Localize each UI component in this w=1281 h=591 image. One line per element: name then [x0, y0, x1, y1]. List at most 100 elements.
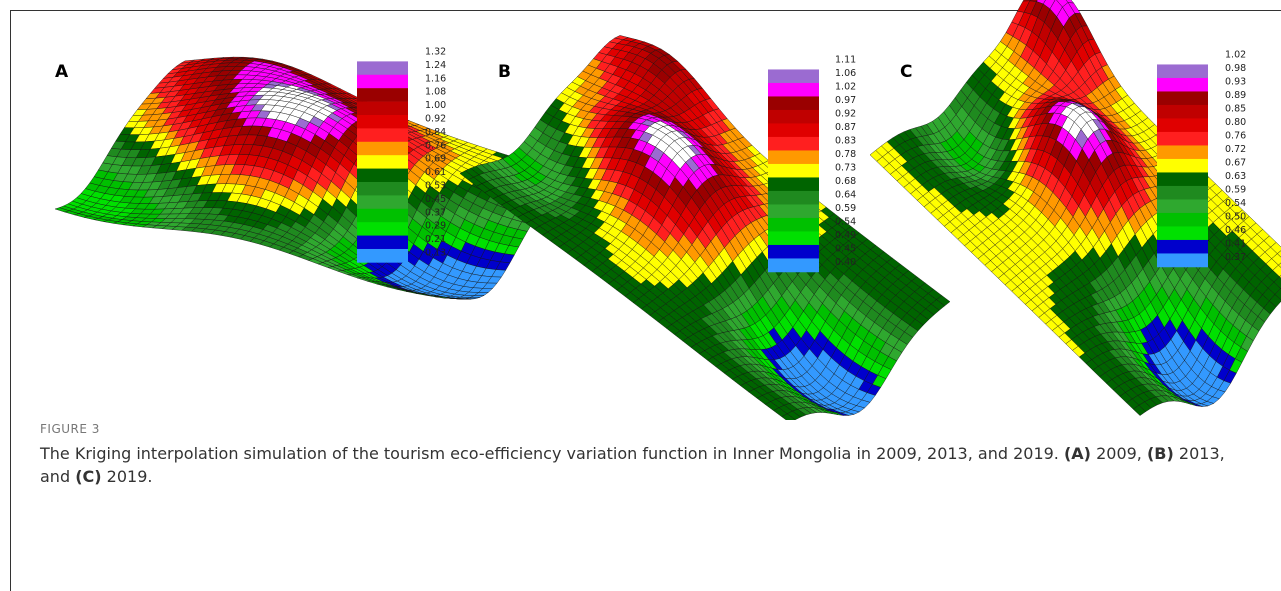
caption-part: 2009,: [1091, 444, 1147, 463]
legend-label: 0.83: [835, 136, 856, 147]
legend-swatch: [357, 169, 408, 183]
legend-label: 0.53: [425, 181, 446, 192]
legend-swatch: [768, 191, 819, 205]
caption-ref: (B): [1147, 444, 1174, 463]
legend-swatch: [1157, 78, 1208, 92]
legend-label: 0.37: [1225, 252, 1246, 263]
legend-label: 1.16: [425, 73, 446, 84]
legend-label: 0.41: [1225, 239, 1246, 250]
legend-label: 0.37: [425, 207, 446, 218]
legend-label: 0.49: [835, 230, 856, 241]
legend-label: 0.54: [835, 217, 856, 228]
legend-label: 0.63: [1225, 171, 1246, 182]
legend-swatch: [1157, 145, 1208, 159]
legend-label: 0.67: [1225, 158, 1246, 169]
legend-swatch: [1157, 64, 1208, 78]
caption-text: The Kriging interpolation simulation of …: [40, 442, 1240, 488]
surface: [870, 0, 1281, 416]
legend-swatch: [1157, 132, 1208, 146]
legend-swatch: [768, 258, 819, 272]
legend-swatch: [768, 137, 819, 151]
panel-label: A: [55, 62, 69, 82]
legend-label: 0.45: [425, 194, 446, 205]
legend-label: 0.76: [1225, 131, 1246, 142]
legend-swatch: [768, 164, 819, 178]
page: A 1.32 1.24 1.16 1.08 1.00 0.92 0.84 0.76 0.69 0.6…: [0, 0, 1281, 590]
legend-swatch: [357, 155, 408, 169]
legend-label: 0.72: [1225, 144, 1246, 155]
legend-swatch: [1157, 186, 1208, 200]
legend-label: 1.24: [425, 60, 446, 71]
legend-label: 1.08: [425, 87, 446, 98]
legend-swatch: [357, 182, 408, 196]
legend-label: 1.32: [425, 47, 446, 58]
legend-swatch: [768, 218, 819, 232]
caption-ref: (C): [75, 467, 101, 486]
legend-label: 0.40: [835, 257, 856, 268]
legend-swatch: [357, 88, 408, 102]
legend-label: 0.76: [425, 140, 446, 151]
legend-swatch: [1157, 213, 1208, 227]
legend-label: 0.78: [835, 149, 856, 160]
legend-label: 0.61: [425, 167, 446, 178]
legend-label: 0.64: [835, 190, 856, 201]
legend-label: 0.84: [425, 127, 446, 138]
legend-swatch: [357, 75, 408, 89]
legend-swatch: [768, 204, 819, 218]
caption-ref: (A): [1064, 444, 1091, 463]
legend-swatch: [768, 83, 819, 97]
legend-swatch: [768, 69, 819, 83]
legend-label: 0.97: [835, 95, 856, 106]
legend-label: 0.50: [1225, 212, 1246, 223]
legend-label: 0.80: [1225, 117, 1246, 128]
legend-swatch: [768, 150, 819, 164]
legend-label: 0.92: [425, 114, 446, 125]
legend-label: 0.98: [1225, 63, 1246, 74]
legend-label: 0.85: [1225, 104, 1246, 115]
legend-label: 0.13: [425, 248, 446, 259]
legend-label: 1.02: [835, 82, 856, 93]
legend-swatch: [768, 177, 819, 191]
legend-swatch: [357, 236, 408, 250]
legend-label: 0.59: [1225, 185, 1246, 196]
legend-swatch: [768, 110, 819, 124]
surface: [460, 35, 950, 420]
caption-part: 2019.: [102, 467, 153, 486]
legend-swatch: [768, 245, 819, 259]
legend-swatch: [1157, 91, 1208, 105]
legend-label: 0.54: [1225, 198, 1246, 209]
legend-swatch: [768, 231, 819, 245]
legend-swatch: [1157, 118, 1208, 132]
legend-label: 0.92: [835, 109, 856, 120]
legend-swatch: [357, 222, 408, 236]
legend-label: 1.00: [425, 100, 446, 111]
legend-swatch: [1157, 172, 1208, 186]
legend-swatch: [357, 128, 408, 142]
legend-swatch: [357, 195, 408, 209]
caption-sentence: The Kriging interpolation simulation of …: [40, 444, 1059, 463]
legend-label: 0.87: [835, 122, 856, 133]
legend-swatch: [1157, 240, 1208, 254]
legend-label: 0.59: [835, 203, 856, 214]
legend-swatch: [1157, 159, 1208, 173]
legend-label: 0.93: [1225, 77, 1246, 88]
legend-label: 0.29: [425, 221, 446, 232]
legend-label: 0.69: [425, 154, 446, 165]
legend-swatch: [1157, 226, 1208, 240]
legend-swatch: [1157, 253, 1208, 267]
legend-label: 1.06: [835, 68, 856, 79]
legend-swatch: [768, 123, 819, 137]
legend-swatch: [357, 61, 408, 75]
legend-label: 1.02: [1225, 50, 1246, 61]
legend-swatch: [357, 102, 408, 116]
figure: A 1.32 1.24 1.16 1.08 1.00 0.92 0.84 0.76 0.69 0.6…: [0, 0, 1281, 420]
legend-label: 0.46: [1225, 225, 1246, 236]
panel-label: B: [498, 62, 511, 82]
legend-swatch: [768, 96, 819, 110]
legend-label: 0.89: [1225, 90, 1246, 101]
legend-label: 0.45: [835, 244, 856, 255]
legend-swatch: [1157, 105, 1208, 119]
legend-swatch: [357, 115, 408, 129]
legend-label: 0.68: [835, 176, 856, 187]
caption-label: FIGURE 3: [40, 422, 100, 436]
